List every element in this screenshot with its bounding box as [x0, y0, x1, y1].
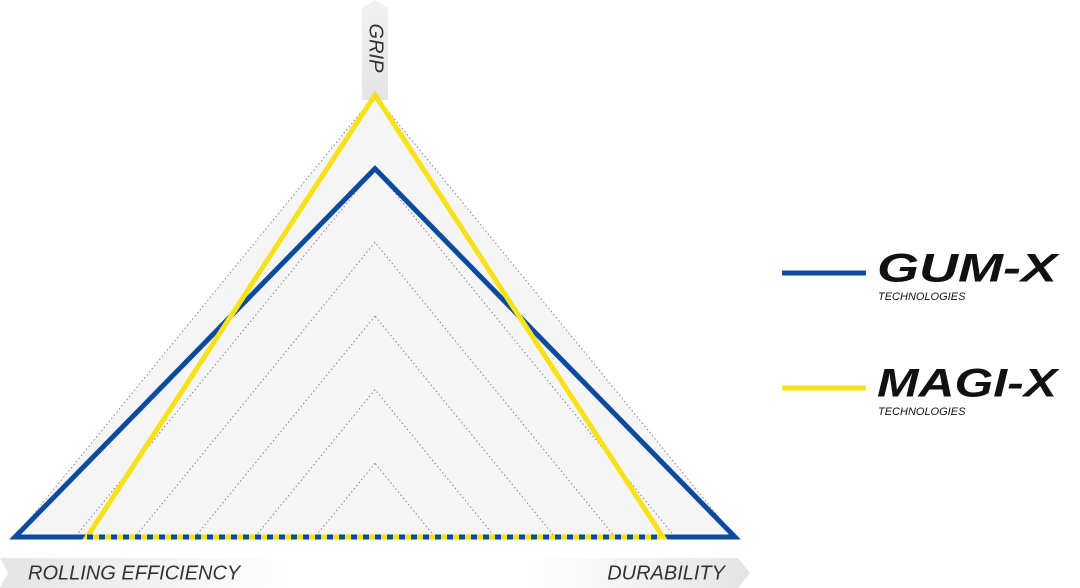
axis-label: DURABILITY	[607, 562, 726, 584]
plot-area	[9, 90, 741, 540]
axis-label: GRIP	[365, 24, 387, 74]
legend-tagline: TECHNOLOGIES	[878, 406, 966, 418]
legend-tagline: TECHNOLOGIES	[878, 291, 966, 303]
grid-line	[73, 167, 677, 538]
grid-line	[253, 388, 497, 538]
axis-banner	[362, 0, 388, 100]
legend-label: GUM-X	[877, 247, 1060, 291]
axis-label: ROLLING EFFICIENCY	[28, 562, 242, 584]
legend-label: MAGI-X	[877, 362, 1060, 406]
axis-banner	[530, 558, 750, 588]
grid-line	[13, 94, 737, 538]
axis-banner	[0, 558, 290, 588]
